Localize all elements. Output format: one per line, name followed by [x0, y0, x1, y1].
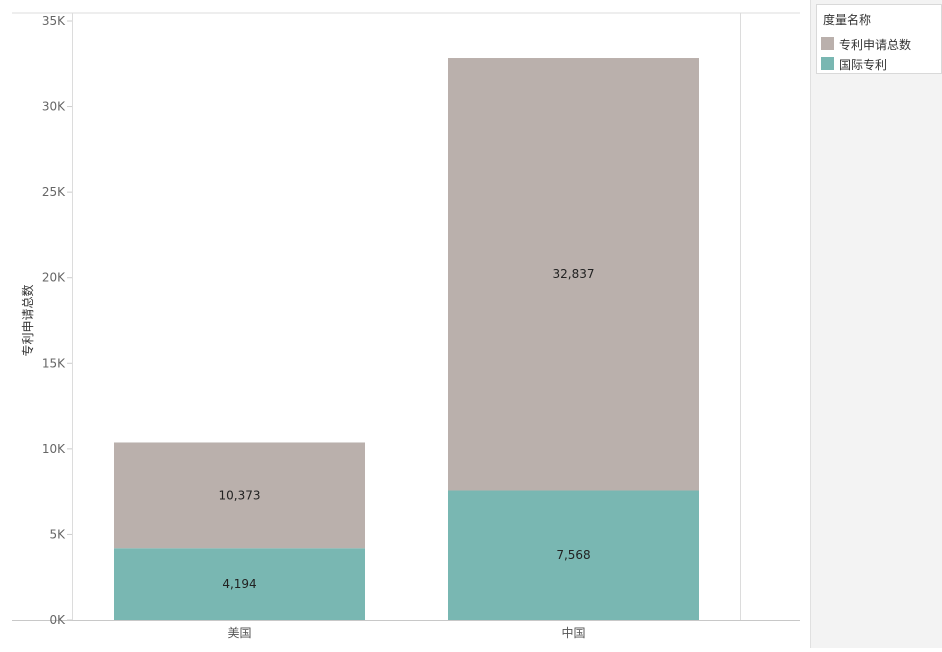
legend-swatch-total — [821, 37, 834, 50]
y-tick-label: 30K — [42, 100, 66, 114]
x-axis: 美国 中国 — [227, 625, 585, 640]
bar-label-total: 10,373 — [219, 488, 261, 502]
bar-label-intl: 7,568 — [556, 548, 590, 562]
legend-swatch-intl — [821, 57, 834, 70]
y-axis-title: 专利申请总数 — [20, 284, 35, 356]
stacked-bar-chart: 0K 5K 10K 15K 20K 25K 30K 35K 专利申请总数 4,194 10,37… — [12, 12, 800, 640]
y-tick-label: 0K — [49, 613, 66, 627]
y-tick-label: 10K — [42, 442, 66, 456]
bar-label-total: 32,837 — [553, 267, 595, 281]
y-tick-label: 20K — [42, 271, 66, 285]
legend-label-total: 专利申请总数 — [839, 38, 912, 52]
legend-title: 度量名称 — [823, 13, 872, 27]
y-tick-label: 25K — [42, 185, 66, 199]
y-tick-label: 5K — [49, 527, 66, 541]
y-axis: 0K 5K 10K 15K 20K 25K 30K 35K — [42, 14, 72, 627]
legend-label-intl: 国际专利 — [839, 58, 888, 72]
bar-intl — [114, 548, 365, 620]
chart-frame — [12, 12, 800, 621]
bar-label-intl: 4,194 — [222, 577, 256, 591]
y-tick-label: 15K — [42, 356, 66, 370]
y-tick-label: 35K — [42, 14, 66, 28]
chart-area: 0K 5K 10K 15K 20K 25K 30K 35K 专利申请总数 4,194 10,37… — [12, 12, 800, 640]
side-panel — [810, 0, 942, 648]
x-tick-label: 美国 — [227, 626, 251, 640]
bars: 4,194 10,373 7,568 32,837 — [114, 58, 699, 620]
legend: 度量名称 专利申请总数 国际专利 — [816, 4, 942, 74]
bar-total — [114, 442, 365, 549]
bar-total — [448, 58, 699, 491]
x-tick-label: 中国 — [561, 625, 585, 640]
bar-intl — [448, 490, 699, 620]
